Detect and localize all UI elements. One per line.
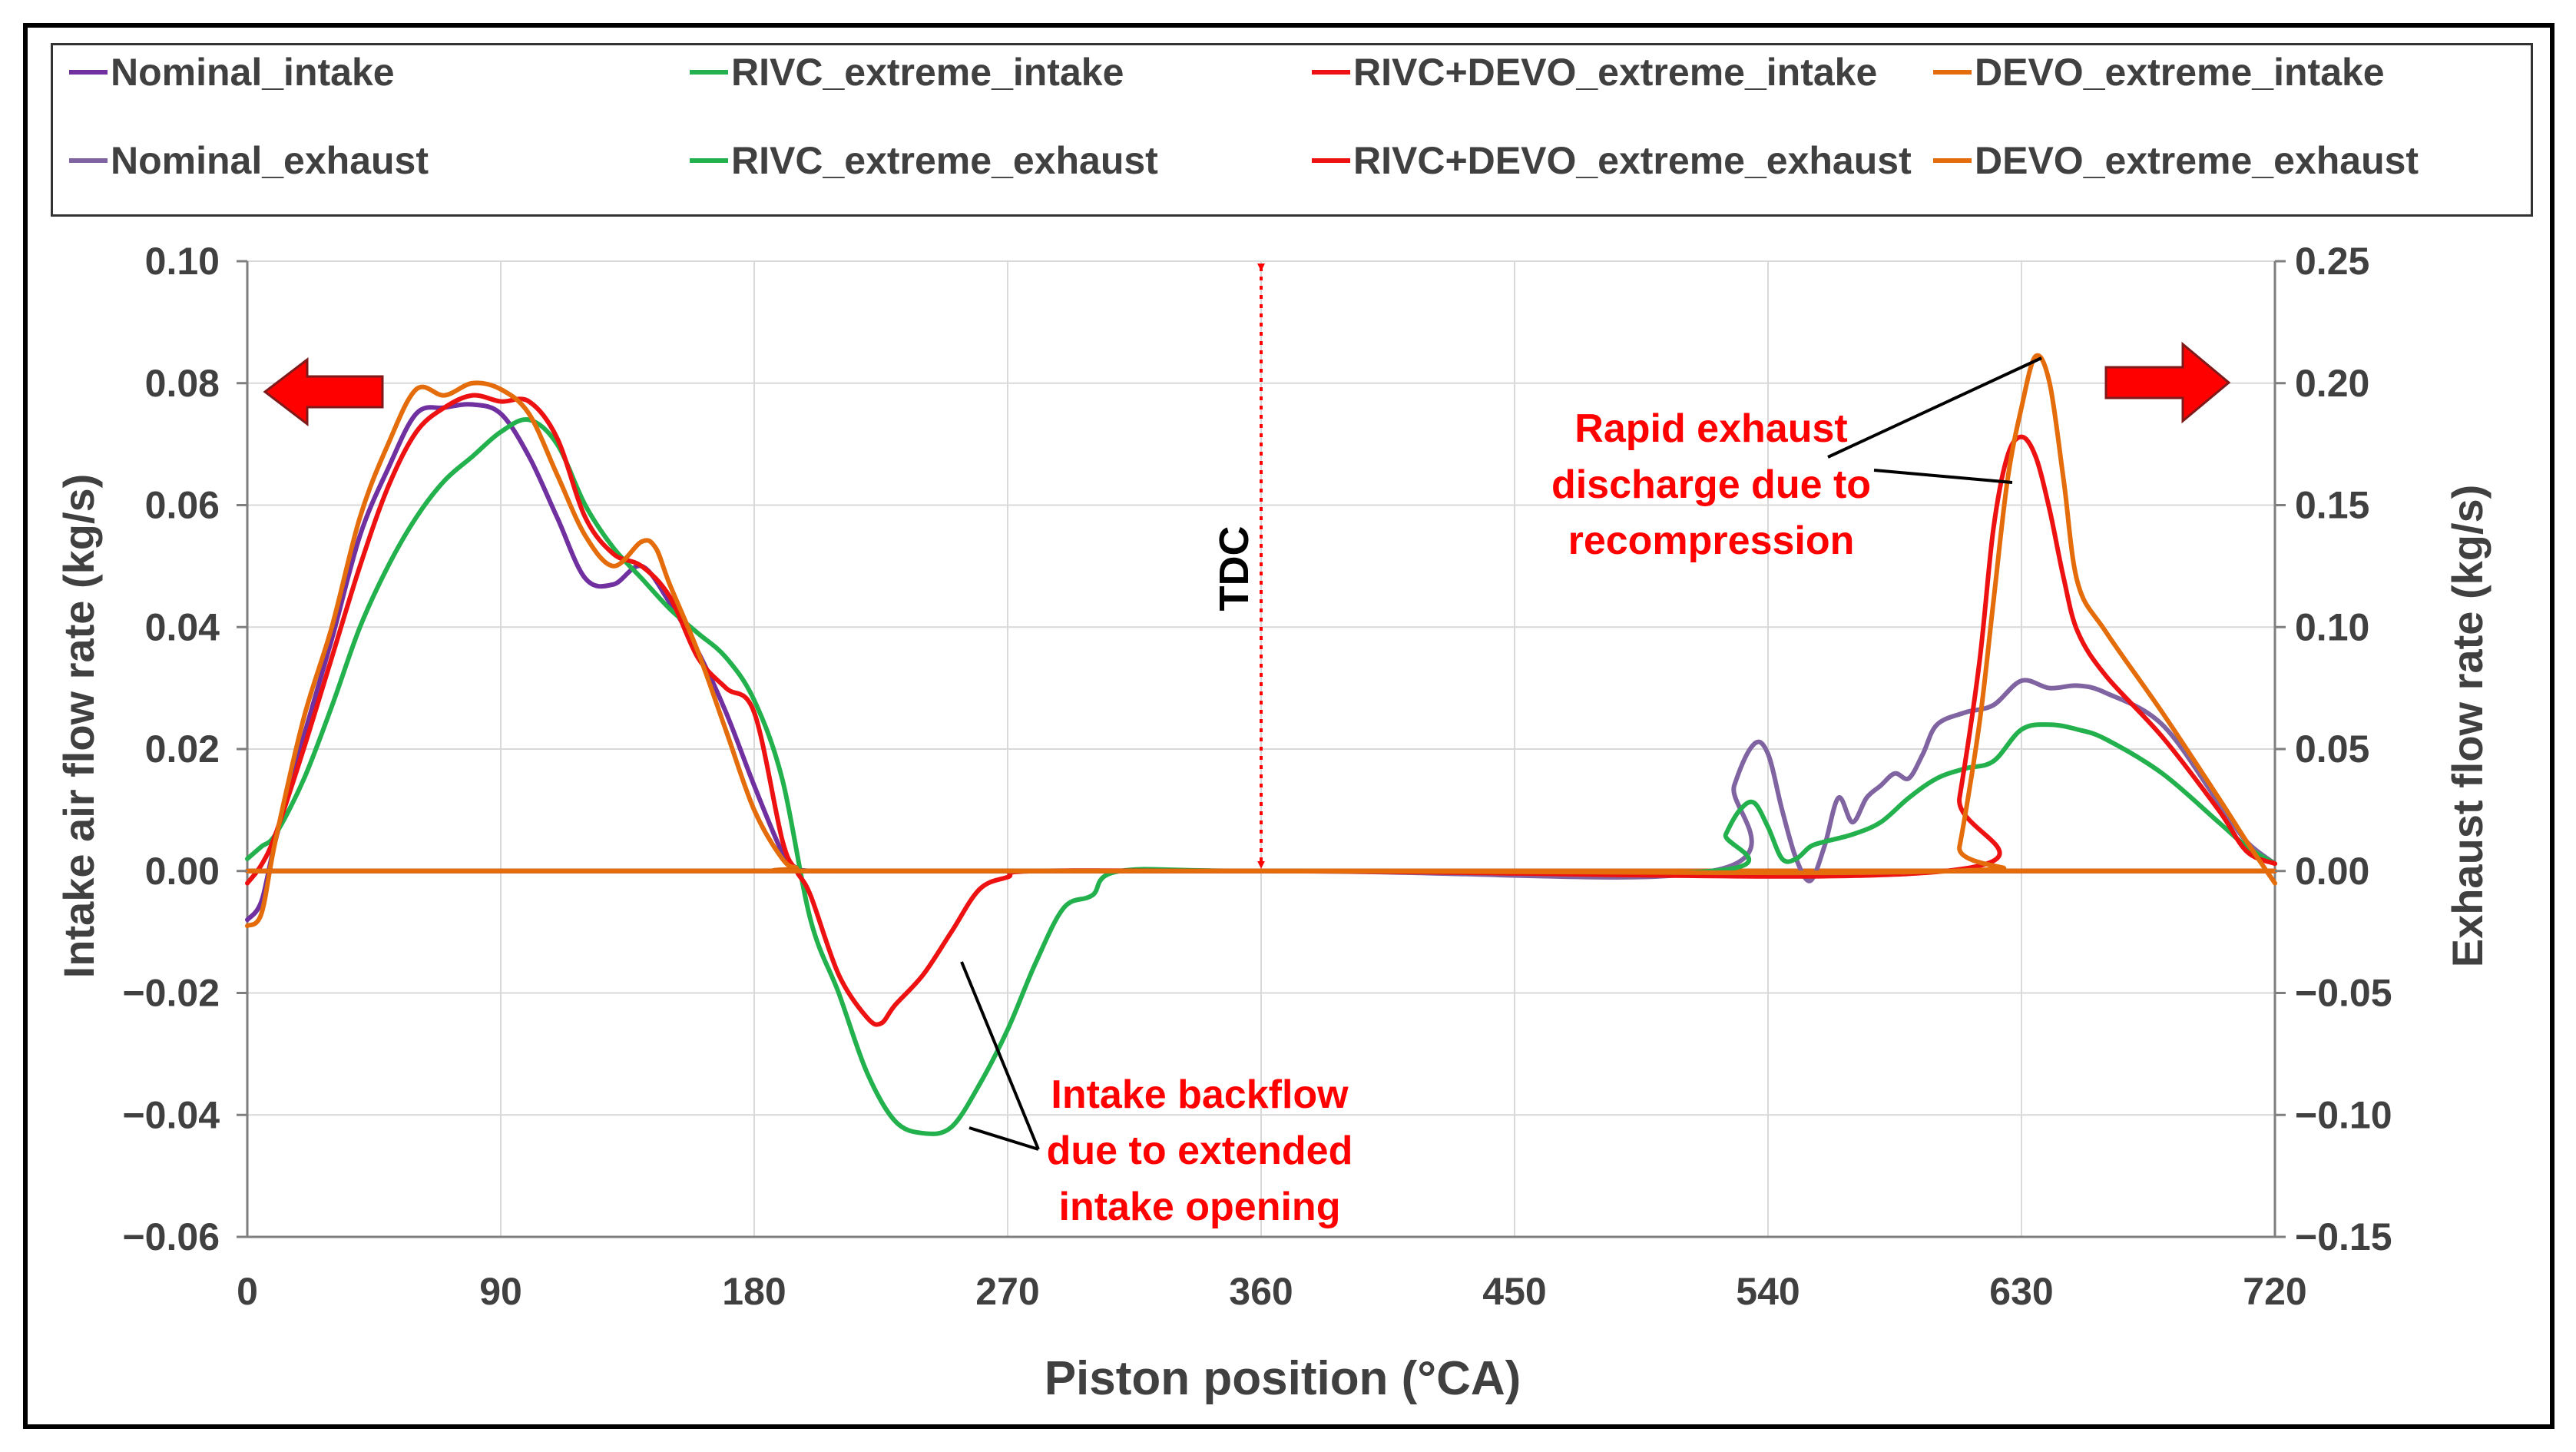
y-left-tick-label: 0.02 bbox=[145, 728, 220, 771]
x-tick-label: 360 bbox=[1229, 1270, 1293, 1313]
x-tick-label: 270 bbox=[975, 1270, 1039, 1313]
legend-label: RIVC+DEVO_extreme_intake bbox=[1353, 51, 1877, 94]
series-line-devo-extreme-exhaust bbox=[245, 353, 2277, 886]
intake-annotation-line-3: intake opening bbox=[1059, 1185, 1341, 1229]
y-left-tick-label: 0.10 bbox=[145, 240, 220, 283]
left-axis-arrow-icon bbox=[263, 356, 384, 427]
y-right-tick-label: 0.20 bbox=[2295, 362, 2369, 405]
y-right-tick-labels: 0.25 0.20 0.15 0.10 0.05 0.00 −0.05 −0.10 −0.15 bbox=[2275, 240, 2392, 1258]
y-right-axis-title: Exhaust flow rate (kg/s) bbox=[2443, 485, 2492, 968]
y-right-tick-label: 0.10 bbox=[2295, 605, 2369, 648]
exhaust-annotation-line-2: discharge due to bbox=[1551, 462, 1871, 507]
y-right-tick-label: 0.05 bbox=[2295, 728, 2369, 771]
y-right-tick-label: 0.25 bbox=[2295, 240, 2369, 283]
y-left-tick-label: 0.06 bbox=[145, 484, 220, 527]
x-tick-label: 180 bbox=[722, 1270, 786, 1313]
legend-label: RIVC+DEVO_extreme_exhaust bbox=[1353, 139, 1912, 182]
intake-leader-line-2 bbox=[968, 1126, 1039, 1151]
series-layer bbox=[245, 353, 2277, 1136]
intake-annotation-line-2: due to extended bbox=[1047, 1129, 1353, 1173]
legend-items: Nominal_intake RIVC_extreme_intake RIVC+DE… bbox=[69, 51, 2419, 182]
x-tick-label: 0 bbox=[237, 1270, 258, 1313]
x-tick-label: 540 bbox=[1736, 1270, 1800, 1313]
y-left-tick-label: 0.04 bbox=[145, 605, 220, 648]
intake-annotation: Intake backflow due to extended intake o… bbox=[1047, 1072, 1353, 1229]
intake-annotation-line-1: Intake backflow bbox=[1051, 1072, 1349, 1117]
y-left-tick-label: 0.00 bbox=[145, 850, 220, 893]
x-tick-label: 630 bbox=[1989, 1270, 2053, 1313]
y-left-tick-label: −0.02 bbox=[122, 972, 220, 1015]
exhaust-annotation-line-3: recompression bbox=[1568, 519, 1855, 563]
legend-label: DEVO_extreme_exhaust bbox=[1975, 139, 2419, 182]
right-axis-arrow-icon bbox=[2104, 341, 2231, 424]
x-tick-label: 720 bbox=[2243, 1270, 2306, 1313]
legend-label: Nominal_exhaust bbox=[111, 139, 429, 182]
legend-label: RIVC_extreme_intake bbox=[731, 51, 1124, 94]
legend-label: RIVC_extreme_exhaust bbox=[731, 139, 1158, 182]
x-tick-label: 450 bbox=[1482, 1270, 1546, 1313]
x-tick-label: 90 bbox=[479, 1270, 522, 1313]
series-line-nominal-exhaust bbox=[245, 678, 2277, 883]
figure-frame bbox=[23, 23, 2554, 1429]
y-left-axis-title: Intake air flow rate (kg/s) bbox=[55, 474, 103, 979]
y-right-tick-label: −0.10 bbox=[2295, 1093, 2392, 1136]
exhaust-annotation: Rapid exhaust discharge due to recompres… bbox=[1551, 406, 1871, 563]
tdc-label: TDC bbox=[1211, 526, 1257, 612]
x-axis-title: Piston position (°CA) bbox=[1045, 1352, 1521, 1405]
legend-label: Nominal_intake bbox=[111, 51, 395, 94]
exhaust-leader-line-2 bbox=[1873, 469, 2013, 484]
x-tick-labels: 0 90 180 270 360 450 540 630 720 bbox=[237, 1270, 2307, 1313]
y-right-tick-label: −0.15 bbox=[2295, 1215, 2392, 1258]
legend-label: DEVO_extreme_intake bbox=[1975, 51, 2385, 94]
y-left-tick-label: 0.08 bbox=[145, 362, 220, 405]
exhaust-annotation-line-1: Rapid exhaust bbox=[1574, 406, 1847, 451]
y-left-tick-label: −0.04 bbox=[122, 1093, 220, 1136]
legend bbox=[51, 43, 2533, 217]
intake-leader-line-1 bbox=[960, 961, 1040, 1150]
y-left-tick-labels: 0.10 0.08 0.06 0.04 0.02 0.00 −0.02 −0.04 −0.06 bbox=[122, 240, 247, 1258]
y-right-tick-label: 0.00 bbox=[2295, 850, 2369, 893]
y-right-tick-label: 0.15 bbox=[2295, 484, 2369, 527]
y-left-tick-label: −0.06 bbox=[122, 1215, 220, 1258]
overlay bbox=[263, 264, 2231, 1151]
exhaust-leader-line-1 bbox=[1827, 356, 2042, 459]
y-right-tick-label: −0.05 bbox=[2295, 972, 2392, 1015]
